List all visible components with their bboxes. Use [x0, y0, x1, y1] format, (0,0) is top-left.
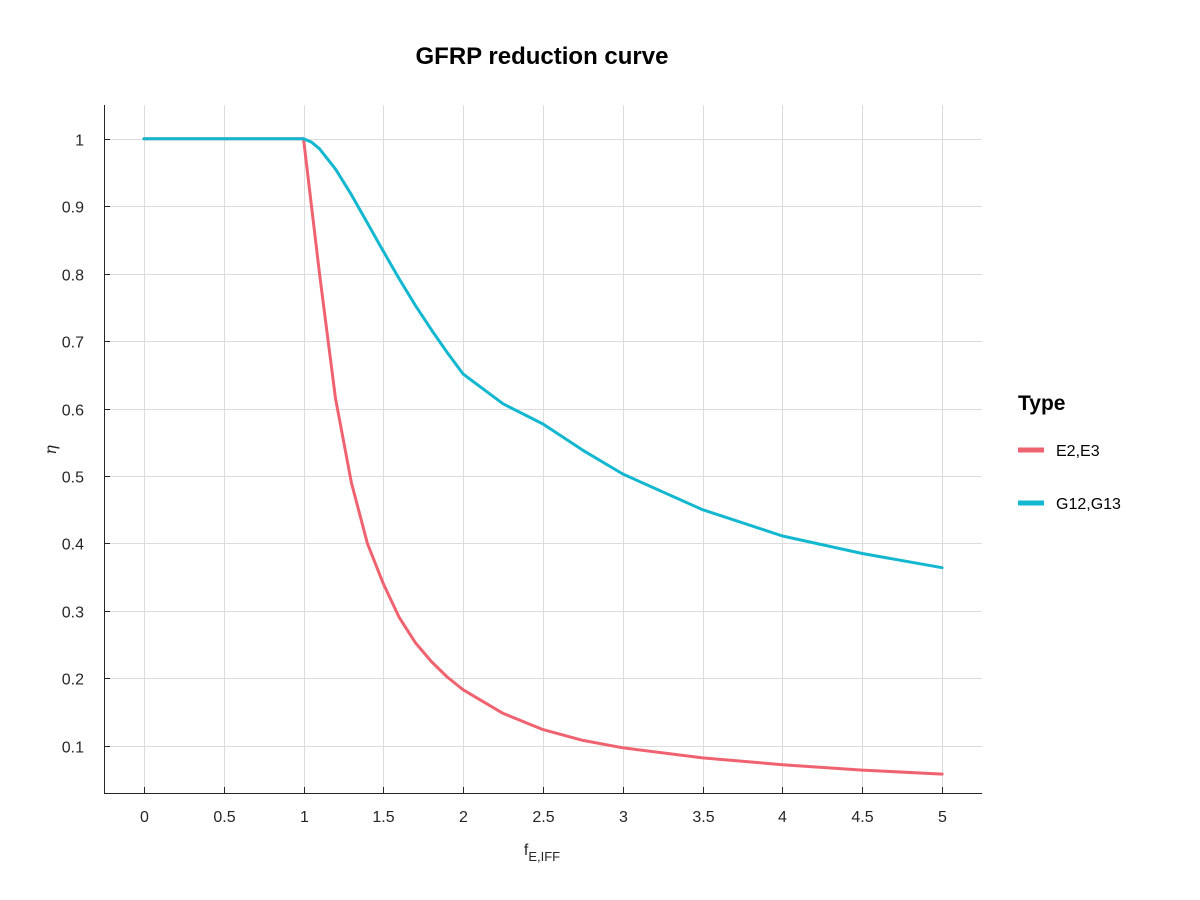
x-ticks: 0 0.5 1 1.5 2 2.5 3 3.5 4 4.5 5	[140, 787, 947, 826]
x-tick-label: 0.5	[213, 809, 235, 826]
x-tick-label: 5	[938, 809, 947, 826]
y-tick-label: 0.6	[62, 403, 84, 420]
y-tick-label: 0.2	[62, 672, 84, 689]
y-tick-label: 0.1	[62, 740, 84, 757]
series-line-1	[142, 137, 944, 570]
y-axis-label: η	[41, 445, 60, 455]
legend: Type E2,E3 G12,G13	[1018, 392, 1121, 513]
grid	[104, 105, 982, 793]
chart-title: GFRP reduction curve	[416, 43, 669, 70]
x-tick-label: 1	[300, 809, 309, 826]
x-tick-label: 3.5	[692, 809, 714, 826]
y-tick-label: 0.5	[62, 470, 84, 487]
y-ticks: 0.1 0.2 0.3 0.4 0.5 0.6 0.7 0.8 0.9 1	[62, 133, 110, 757]
x-axis-label: fE,IFF	[524, 842, 560, 864]
y-tick-label: 1	[75, 133, 84, 150]
y-tick-label: 0.3	[62, 605, 84, 622]
x-axis-label-main: f	[524, 842, 529, 859]
y-tick-label: 0.9	[62, 200, 84, 217]
legend-label-e2e3: E2,E3	[1056, 443, 1100, 460]
x-axis-label-sub: E,IFF	[528, 849, 560, 864]
x-tick-label: 4.5	[851, 809, 873, 826]
y-tick-label: 0.8	[62, 268, 84, 285]
series-lines	[142, 137, 944, 776]
x-tick-label: 2	[459, 809, 468, 826]
x-tick-label: 3	[619, 809, 628, 826]
series-line-0	[142, 137, 944, 776]
x-tick-label: 2.5	[532, 809, 554, 826]
legend-title: Type	[1018, 392, 1065, 415]
x-tick-label: 4	[778, 809, 787, 826]
x-tick-label: 1.5	[372, 809, 394, 826]
y-tick-label: 0.4	[62, 537, 84, 554]
legend-label-g12g13: G12,G13	[1056, 496, 1121, 513]
y-tick-label: 0.7	[62, 335, 84, 352]
x-tick-label: 0	[140, 809, 149, 826]
